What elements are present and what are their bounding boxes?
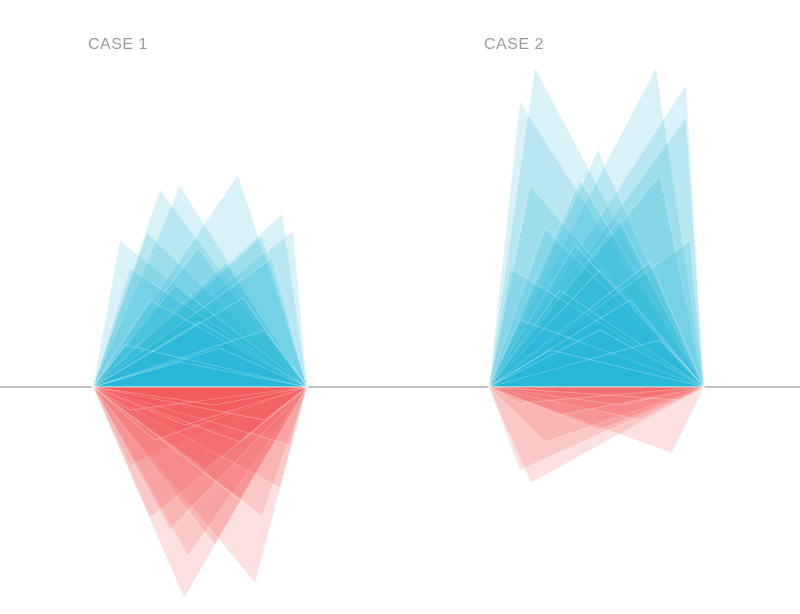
- case-1-negative-triangle-15: [92, 386, 308, 426]
- case-1-negative-triangle-4: [92, 386, 309, 519]
- case-2-negative-triangle-10: [488, 386, 705, 401]
- case-1-negative-triangle-14: [92, 386, 309, 443]
- case-1-negative-triangle-9: [92, 386, 308, 531]
- case-1-positive-triangle-18: [92, 344, 308, 388]
- case-2-positive-triangle-10: [488, 227, 705, 388]
- case-1-positive-triangle-20: [92, 361, 308, 388]
- case-1-label: CASE 1: [88, 36, 148, 53]
- case-1-negative-triangle-13: [92, 386, 308, 446]
- case-1-negative-triangle-10: [91, 386, 308, 501]
- case-1-negative-triangle-1: [92, 386, 308, 599]
- case-1-negative-triangle-7: [91, 386, 308, 517]
- case-1-negative-triangle-11: [91, 386, 309, 471]
- case-2-negative-triangle-7: [488, 386, 705, 416]
- case-1-positive-triangle-11: [91, 261, 308, 388]
- case-2-positive-triangle-20: [488, 329, 705, 388]
- case-1-negative-triangle-2: [92, 386, 308, 584]
- case-1-negative-triangle-6: [92, 386, 308, 546]
- case-2-negative-triangle-6: [488, 386, 705, 421]
- case-2-positive-triangle-22: [487, 349, 705, 388]
- case-1-negative-triangle-12: [91, 386, 308, 441]
- case-1-positive-triangle-15: [91, 297, 308, 388]
- case-1-positive-triangle-19: [92, 347, 308, 388]
- case-2-positive-triangle-8: [488, 179, 705, 388]
- case-2-positive-triangles: [487, 66, 706, 388]
- case-2-positive-triangle-2: [488, 66, 705, 388]
- case-2-positive-triangle-4: [488, 83, 705, 388]
- case-2-positive-triangle-11: [488, 219, 705, 388]
- case-2-positive-triangle-6: [488, 149, 705, 388]
- case-2-label: CASE 2: [484, 36, 544, 53]
- case-1-positive-triangle-4: [92, 174, 308, 388]
- case-1-positive-triangles: [91, 174, 309, 388]
- case-2-positive-triangle-18: [487, 299, 705, 388]
- case-2-negative-triangle-5: [488, 386, 705, 431]
- case-2-negative-triangle-3: [488, 386, 705, 471]
- case-2-positive-triangle-16: [487, 261, 705, 388]
- case-1-positive-triangle-1: [92, 240, 309, 388]
- case-1-positive-triangle-14: [92, 299, 309, 388]
- case-1-positive-triangle-12: [91, 257, 308, 388]
- case-2-positive-triangle-21: [488, 339, 705, 388]
- case-2-positive-triangle-19: [488, 319, 705, 388]
- case-1-positive-triangle-13: [92, 284, 309, 388]
- case-2-negative-triangle-1: [488, 386, 706, 484]
- case-1-positive-triangle-7: [92, 231, 308, 388]
- case-1-negative-triangle-18: [92, 386, 308, 406]
- case-2-positive-triangle-13: [487, 239, 705, 388]
- case-2-positive-triangle-17: [488, 289, 706, 388]
- case-2-negative-triangle-9: [488, 386, 705, 404]
- case-1-negative-triangle-16: [92, 386, 309, 421]
- case-2-positive-triangle-3: [488, 100, 705, 388]
- case-1-positive-triangle-8: [92, 247, 308, 388]
- case-2-negative-triangles: [488, 386, 706, 484]
- case-1-positive-triangle-3: [92, 185, 308, 388]
- case-1-positive-triangle-10: [92, 267, 309, 388]
- case-1-positive-triangle-6: [91, 230, 308, 388]
- case-1-positive-triangle-2: [92, 189, 308, 388]
- case-1-positive-triangle-9: [91, 235, 308, 388]
- case-2-positive-triangle-12: [488, 244, 705, 388]
- case-2-positive-triangle-5: [488, 115, 705, 388]
- case-1-positive-triangle-17: [92, 329, 308, 388]
- case-2-positive-triangle-7: [488, 184, 705, 388]
- case-2-negative-triangle-8: [488, 386, 705, 406]
- case-2-positive-triangle-14: [488, 267, 706, 388]
- case-1-negative-triangle-3: [92, 386, 308, 466]
- case-1-negative-triangle-5: [92, 386, 308, 557]
- case-1-negative-triangles: [91, 386, 309, 599]
- case-2-negative-triangle-4: [488, 386, 705, 443]
- case-1-negative-triangle-8: [92, 386, 308, 489]
- case-2-positive-triangle-9: [488, 174, 705, 388]
- case-2-positive-triangle-1: [488, 66, 705, 388]
- case-1-positive-triangle-16: [91, 321, 309, 388]
- case-2-negative-triangle-2: [488, 386, 705, 454]
- case-1-positive-triangle-5: [91, 213, 308, 388]
- case-2-positive-triangle-15: [488, 269, 705, 388]
- case-1-negative-triangle-17: [91, 386, 308, 411]
